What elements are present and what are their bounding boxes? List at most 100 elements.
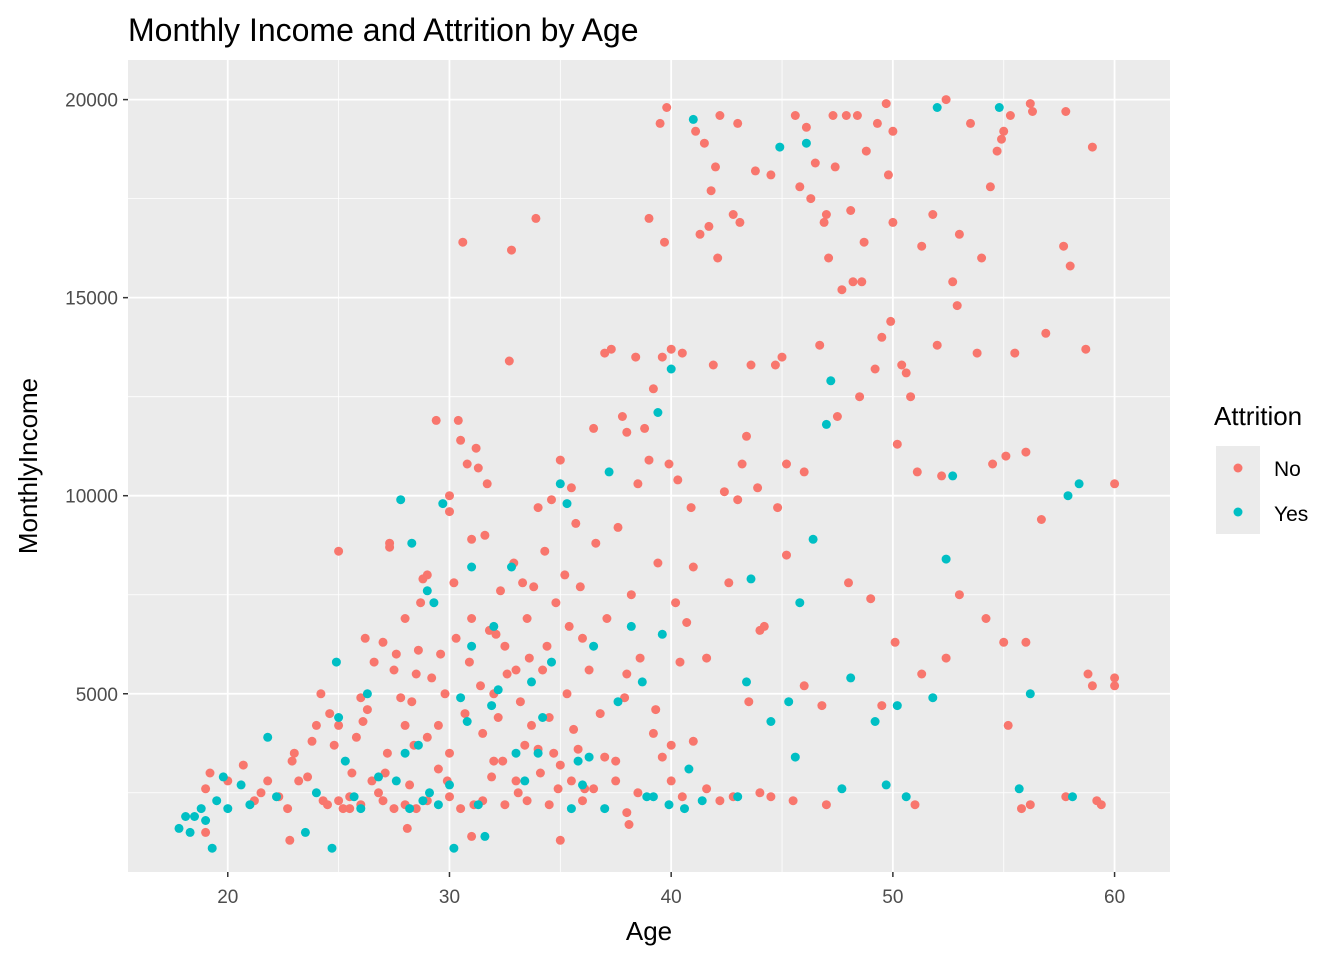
point-no — [400, 720, 410, 730]
point-no — [872, 118, 882, 128]
point-no — [1010, 348, 1020, 358]
point-yes — [562, 499, 572, 509]
point-no — [928, 210, 938, 219]
point-yes — [331, 657, 341, 667]
point-yes — [1074, 479, 1084, 489]
point-no — [413, 645, 423, 655]
point-no — [688, 736, 698, 746]
point-yes — [928, 693, 938, 703]
point-no — [795, 182, 805, 192]
point-no — [704, 221, 714, 231]
point-no — [287, 756, 297, 766]
legend-marker-yes — [1233, 507, 1243, 517]
point-yes — [467, 562, 477, 572]
point-no — [660, 237, 669, 247]
point-no — [453, 415, 463, 425]
point-yes — [449, 843, 459, 853]
point-no — [799, 681, 809, 691]
point-no — [482, 479, 492, 489]
point-no — [1081, 344, 1091, 354]
point-no — [888, 126, 898, 136]
point-no — [504, 356, 514, 366]
point-yes — [808, 534, 818, 544]
point-no — [1036, 515, 1046, 524]
point-no — [496, 586, 505, 596]
point-no — [380, 768, 390, 778]
point-no — [1061, 107, 1071, 116]
point-no — [515, 697, 525, 707]
point-no — [737, 459, 747, 469]
point-no — [677, 792, 687, 802]
point-yes — [196, 804, 206, 814]
point-no — [855, 392, 865, 402]
point-no — [440, 689, 450, 699]
point-no — [529, 582, 539, 592]
point-no — [562, 689, 572, 699]
point-no — [988, 459, 998, 469]
point-no — [810, 158, 820, 168]
point-yes — [527, 677, 536, 687]
point-yes — [657, 629, 667, 639]
point-no — [549, 748, 559, 758]
point-no — [285, 835, 295, 845]
point-no — [358, 717, 368, 726]
point-no — [1017, 804, 1026, 814]
point-no — [806, 194, 816, 204]
point-no — [622, 808, 632, 818]
point-no — [728, 210, 738, 219]
point-no — [917, 241, 927, 251]
point-yes — [613, 697, 623, 707]
point-yes — [207, 843, 217, 853]
point-no — [544, 713, 554, 722]
point-yes — [181, 812, 191, 821]
point-no — [662, 103, 672, 112]
point-no — [391, 649, 401, 659]
point-no — [841, 111, 851, 120]
point-no — [256, 788, 266, 798]
point-yes — [218, 772, 228, 782]
point-no — [852, 111, 862, 120]
point-no — [502, 669, 512, 679]
point-yes — [349, 792, 359, 802]
point-yes — [826, 376, 836, 386]
point-no — [527, 720, 536, 730]
point-no — [451, 633, 461, 643]
point-no — [759, 621, 769, 631]
point-yes — [538, 713, 548, 722]
point-no — [966, 118, 975, 128]
point-no — [422, 570, 432, 580]
point-no — [511, 665, 521, 675]
point-yes — [511, 748, 521, 758]
point-yes — [941, 554, 951, 564]
point-yes — [948, 471, 958, 481]
point-no — [445, 748, 454, 758]
point-no — [360, 633, 370, 643]
point-yes — [407, 538, 417, 548]
point-no — [369, 657, 379, 667]
point-yes — [653, 408, 663, 417]
point-yes — [245, 800, 255, 810]
point-no — [573, 744, 583, 754]
point-no — [289, 748, 299, 758]
point-no — [476, 681, 485, 691]
point-no — [981, 614, 991, 623]
point-no — [1003, 720, 1013, 730]
point-no — [564, 621, 574, 631]
point-no — [591, 538, 601, 548]
point-no — [518, 578, 528, 588]
point-no — [533, 503, 543, 513]
point-no — [378, 637, 388, 647]
point-no — [524, 653, 534, 663]
point-no — [799, 467, 809, 477]
point-no — [682, 618, 692, 627]
point-yes — [433, 800, 443, 810]
point-yes — [445, 780, 454, 790]
point-yes — [566, 804, 576, 814]
point-no — [688, 562, 698, 572]
point-yes — [881, 780, 891, 790]
point-yes — [837, 784, 847, 794]
point-no — [708, 360, 718, 370]
point-no — [1087, 142, 1097, 152]
point-yes — [1068, 792, 1077, 802]
point-no — [824, 253, 834, 263]
